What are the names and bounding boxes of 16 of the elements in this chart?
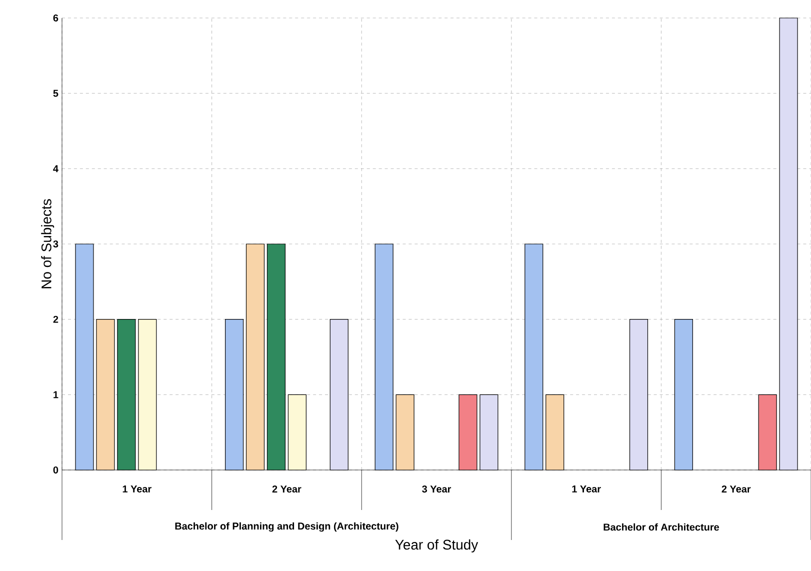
- x-tick-label: 2 Year: [722, 486, 751, 493]
- y-tick-label: 0: [53, 466, 58, 474]
- y-tick-label: 6: [53, 14, 58, 22]
- text: Bachelor of Architecture: [604, 523, 719, 531]
- y-tick-label: 5: [53, 90, 58, 97]
- y-tick-label: 1: [54, 391, 58, 398]
- x-tick-label: 1 Year: [122, 486, 152, 492]
- y-tick-label: 2: [53, 316, 58, 323]
- x-tick-label: 2 Year: [272, 486, 302, 493]
- x-tick-label: 1 Year: [572, 486, 601, 492]
- text: Bachelor of Planning and Design (Architecture): [175, 522, 398, 532]
- x-tick-label: 3 Year: [422, 486, 452, 493]
- y-tick-label: 3: [53, 240, 58, 248]
- y-tick-label: 4: [53, 165, 58, 172]
- y-axis-title: No of Subjects: [41, 199, 54, 288]
- x-axis-title: Year of Study: [395, 539, 478, 552]
